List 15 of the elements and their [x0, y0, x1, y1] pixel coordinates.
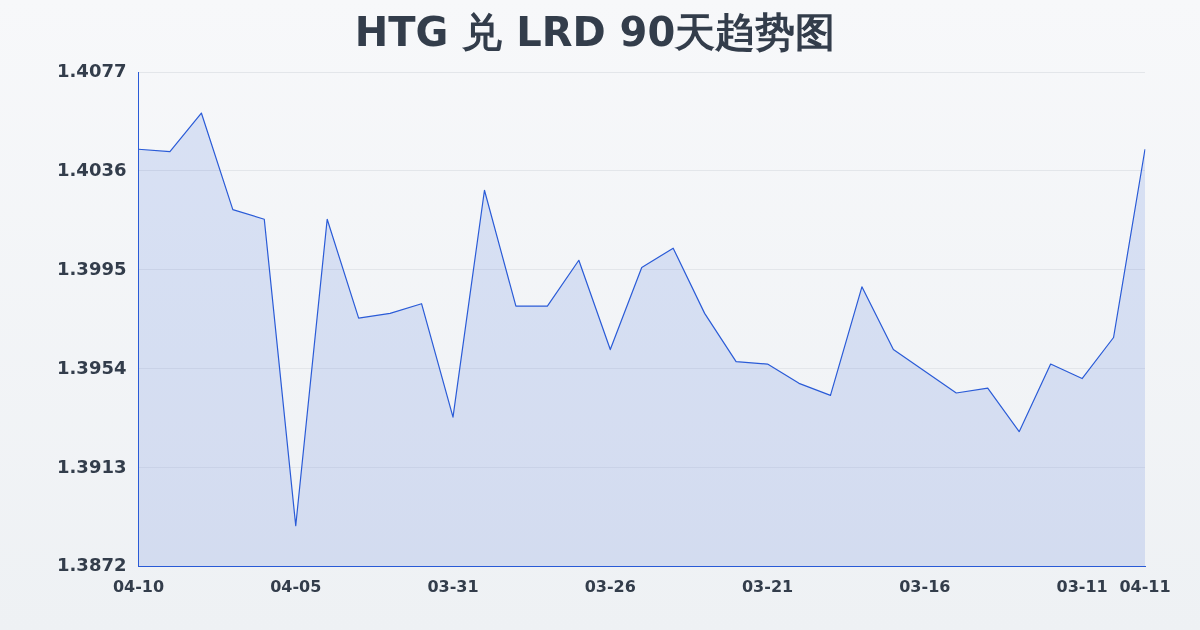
x-tick-label: 03-11	[1056, 576, 1108, 596]
chart-title: HTG 兑 LRD 90天趋势图	[354, 9, 836, 56]
y-tick-label: 1.4036	[56, 158, 127, 180]
y-tick-label: 1.4077	[56, 59, 127, 81]
y-tick-label: 1.3872	[56, 554, 127, 576]
x-tick-label: 03-16	[899, 576, 951, 596]
y-tick-label: 1.3913	[56, 455, 127, 477]
x-tick-label: 03-21	[741, 576, 794, 596]
x-tick-label: 03-26	[584, 576, 636, 596]
y-tick-label: 1.3954	[56, 356, 127, 378]
x-tick-label: 04-05	[270, 576, 322, 596]
x-tick-label: 04-10	[112, 576, 165, 596]
y-tick-label: 1.3995	[56, 257, 127, 279]
x-tick-label: 03-31	[427, 576, 479, 596]
x-tick-label: 04-11	[1119, 576, 1171, 596]
